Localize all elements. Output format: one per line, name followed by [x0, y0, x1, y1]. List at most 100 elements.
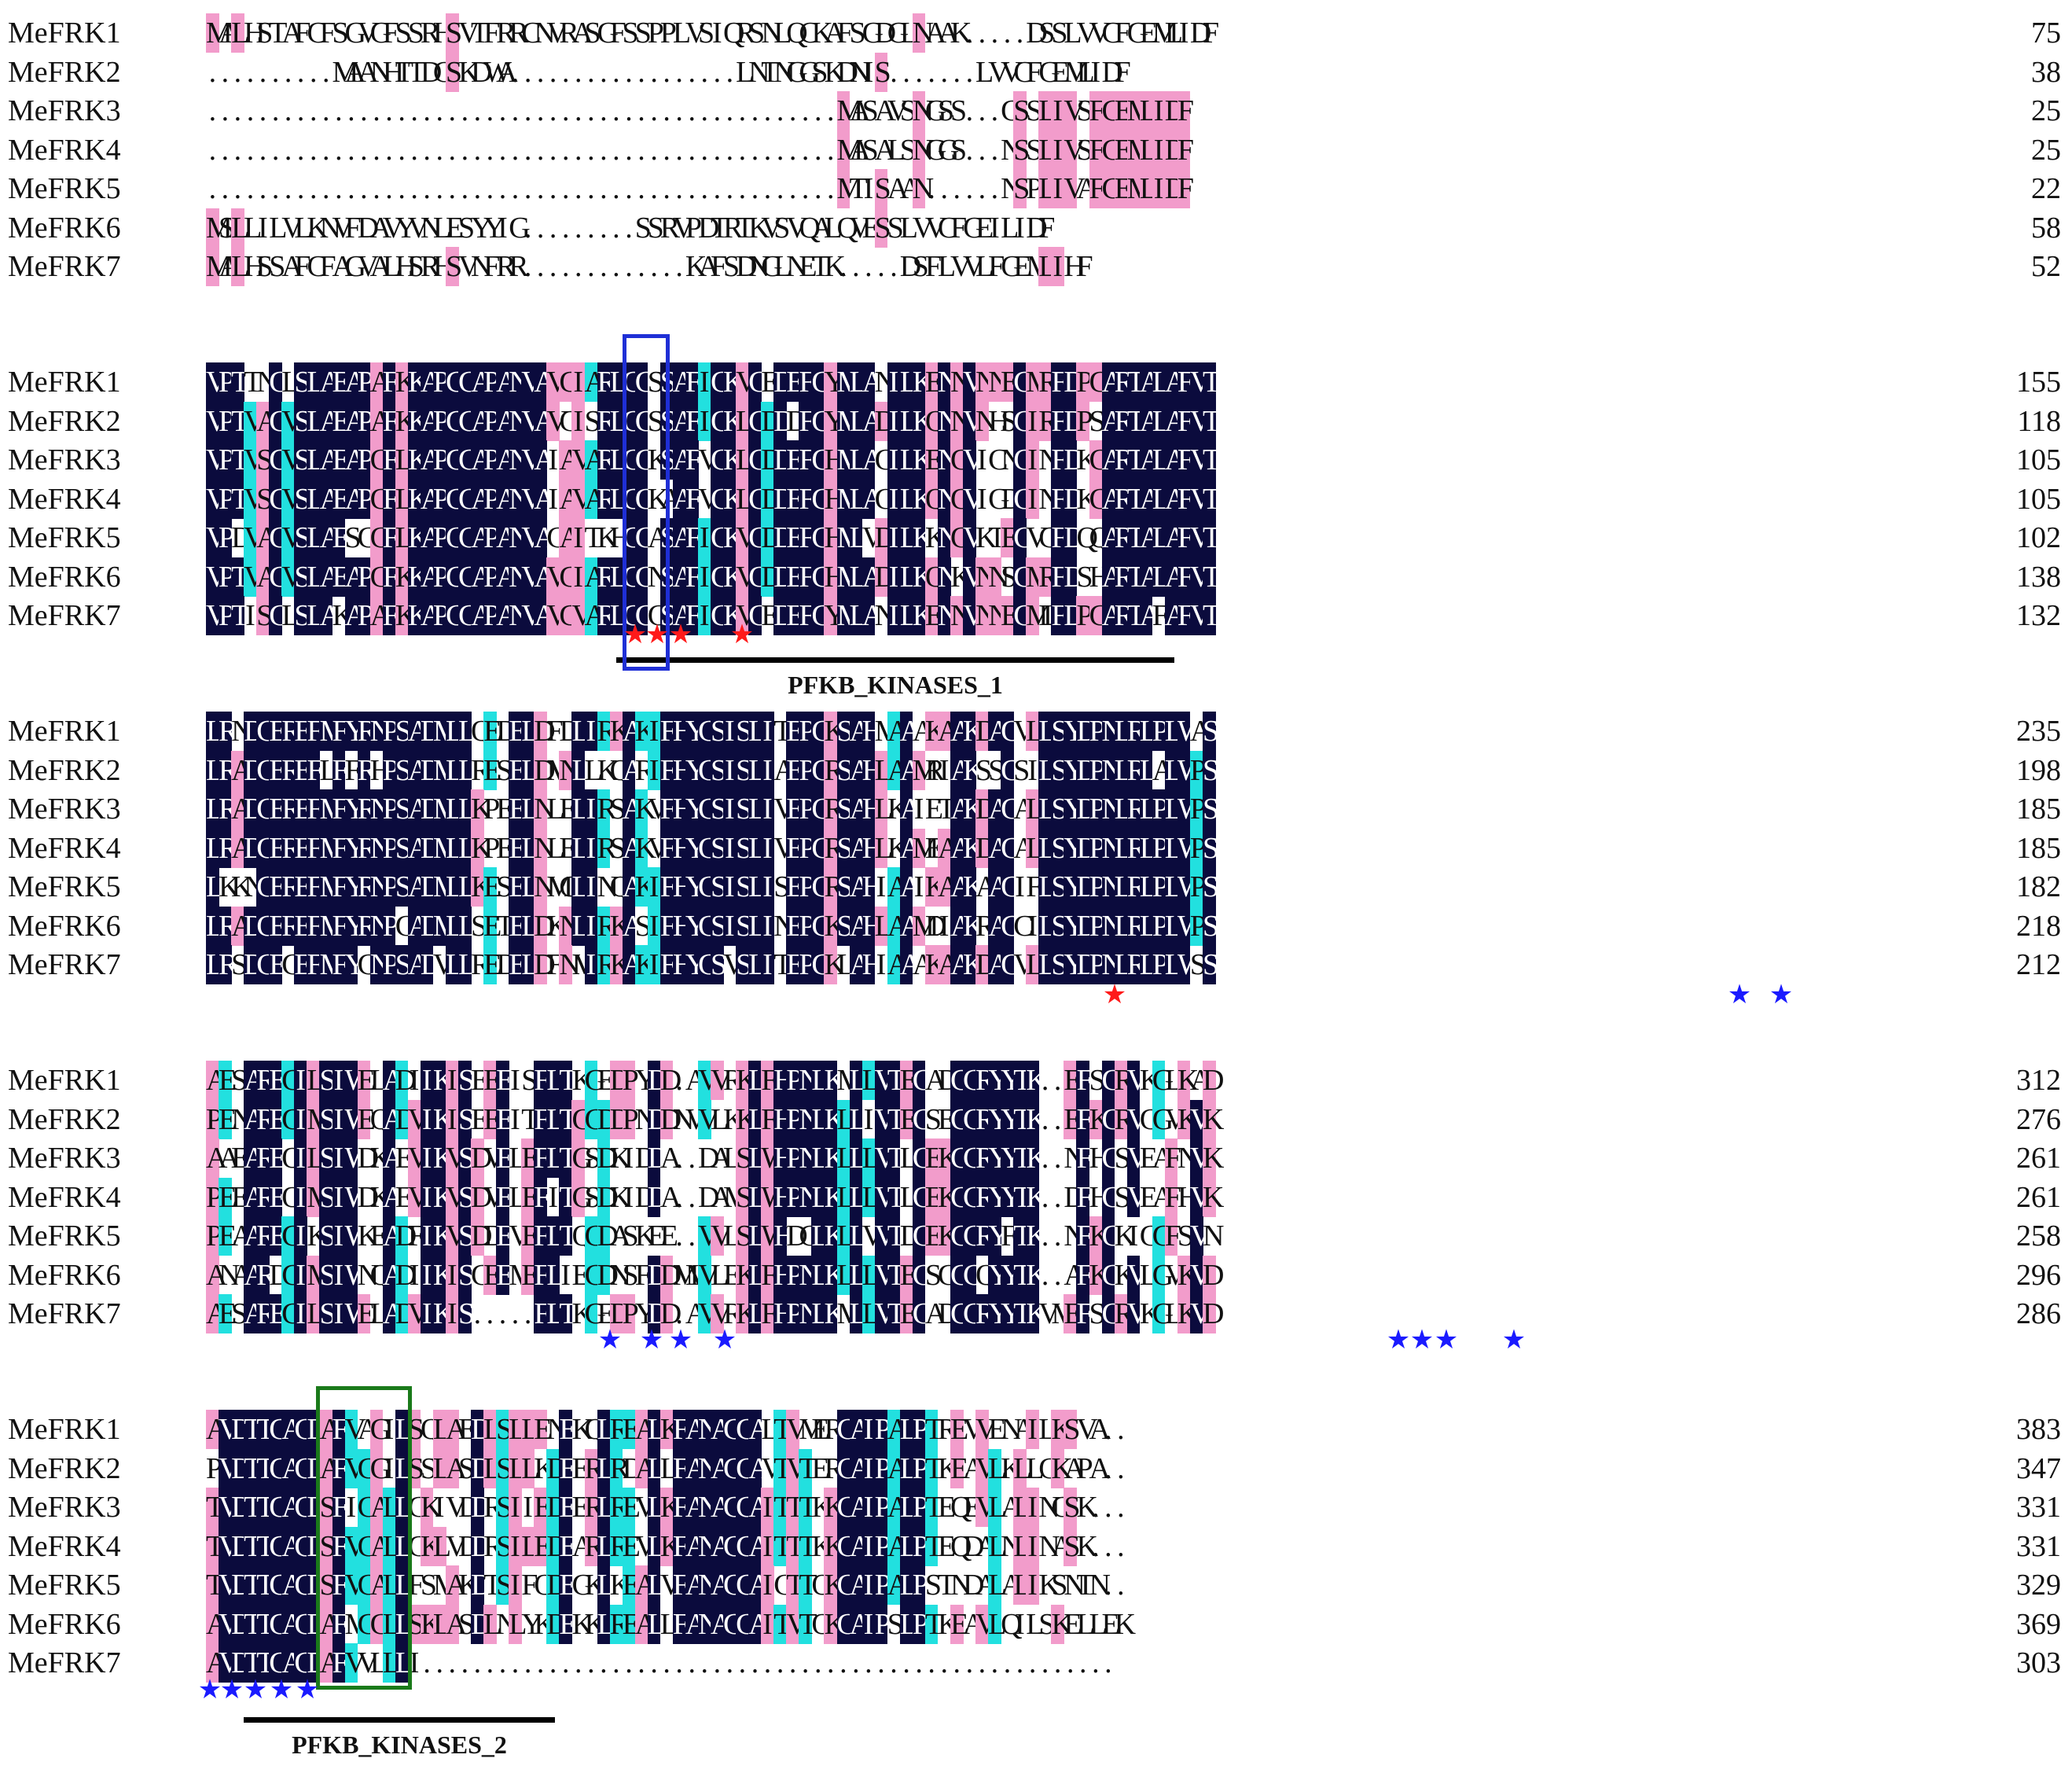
residue-cell: F [659, 750, 677, 790]
residue-cell: K [912, 596, 934, 635]
residue-cell: . [561, 1646, 570, 1679]
residue-cell: D [420, 712, 442, 751]
residue-cell: D [597, 1099, 619, 1139]
residue-cell: G [281, 1255, 303, 1295]
residue-cell: V [736, 518, 758, 557]
residue-cell: K [824, 1488, 846, 1527]
residue-cell: . [536, 55, 545, 89]
residue-cell: A [988, 712, 1010, 751]
residue-cell: L [899, 596, 918, 635]
residue-cell: H [773, 1177, 795, 1217]
residue-cell: T [1126, 596, 1145, 635]
residue-cell: D [736, 250, 758, 283]
residue-cell: F [382, 362, 399, 402]
residue-cell: R [420, 17, 441, 50]
residue-cell: G [811, 596, 833, 635]
residue-cell: E [899, 1099, 918, 1139]
residue-cell: N [634, 1102, 657, 1136]
residue-cell: C [546, 521, 567, 554]
residue-cell: V [711, 1061, 732, 1100]
residue-cell: G [950, 1216, 972, 1256]
residue-cell: T [206, 1526, 224, 1566]
residue-cell: G [269, 1410, 291, 1449]
residue-cell: E [534, 1410, 553, 1449]
residue-cell: L [988, 1488, 1006, 1527]
residue-cell: P [912, 1565, 929, 1605]
residue-cell: A [711, 1604, 732, 1644]
residue-cell: F [332, 789, 349, 829]
residue-cell: K [609, 1180, 632, 1214]
residue-cell: F [534, 1138, 550, 1178]
residue-cell: L [546, 1138, 565, 1178]
residue-cell: L [1076, 55, 1095, 89]
residue-cell: . [208, 55, 217, 89]
residue-cell: P [874, 1448, 891, 1488]
residue-cell: Y [988, 1216, 1010, 1256]
residue-cell: D [647, 1138, 669, 1178]
residue-cell: K [634, 1219, 657, 1253]
residue-cell: V [244, 518, 266, 557]
residue-cell: W [1177, 750, 1206, 790]
residue-cell: G [988, 482, 1010, 516]
sequence-name: MeFRK4 [8, 1529, 121, 1563]
residue-cell: . [776, 1646, 784, 1679]
residue-cell: P [382, 867, 399, 907]
residue-cell: E [1114, 130, 1133, 170]
residue-cell: E [369, 1219, 388, 1253]
residue-cell: S [736, 1177, 752, 1217]
residue-cell: . [978, 17, 986, 50]
residue-cell: I [420, 1294, 434, 1333]
residue-cell: G [1001, 828, 1023, 868]
residue-cell: H [861, 750, 884, 790]
residue-cell: E [811, 1413, 830, 1446]
residue-cell: L [849, 1138, 868, 1178]
residue-cell: G [458, 596, 479, 635]
residue-cell: E [1139, 1180, 1158, 1214]
residue-cell: C [723, 1604, 743, 1644]
residue-cell: . [827, 94, 835, 127]
residue-cell: L [1114, 828, 1133, 868]
residue-cell: G [584, 1216, 606, 1256]
residue-cell: A [887, 1488, 909, 1527]
residue-cell: P [483, 518, 500, 557]
residue-cell: T [1202, 596, 1221, 635]
residue-cell: A [496, 362, 518, 402]
residue-cell: . [776, 94, 784, 127]
residue-cell: E [786, 828, 805, 868]
residue-cell: V [963, 1413, 985, 1446]
residue-cell: L [445, 867, 464, 907]
residue-cell: P [1152, 828, 1169, 868]
residue-cell: D [1202, 1294, 1224, 1333]
residue-cell: V [761, 211, 783, 245]
residue-cell: L [1152, 440, 1170, 480]
residue-cell: . [965, 133, 974, 167]
residue-cell: G [584, 1255, 606, 1295]
residue-cell: L [521, 750, 539, 790]
residue-cell: S [458, 1099, 475, 1139]
residue-position: 331 [2016, 1529, 2061, 1563]
residue-cell: L [748, 1177, 766, 1217]
residue-cell: R [597, 596, 617, 635]
residue-cell: L [546, 1061, 565, 1100]
residue-cell: I [761, 1488, 774, 1527]
residue-cell: L [395, 518, 413, 557]
residue-cell: S [256, 479, 273, 519]
residue-cell: R [824, 1413, 844, 1446]
residue-cell: A [382, 1061, 404, 1100]
residue-cell: T [231, 479, 249, 519]
residue-cell: D [471, 1216, 493, 1256]
residue-cell: L [836, 1099, 855, 1139]
residue-cell: . [625, 250, 633, 283]
residue-cell: . [788, 133, 797, 167]
residue-cell: I [510, 1064, 520, 1097]
residue-cell: L [1089, 1607, 1108, 1641]
residue-cell: A [672, 479, 694, 519]
residue-cell: V [1064, 130, 1086, 170]
residue-cell: N [988, 362, 1010, 402]
residue-cell: R [357, 828, 377, 868]
residue-cell: G [1013, 479, 1035, 519]
residue-cell: D [1164, 169, 1186, 208]
residue-cell: G [1001, 906, 1023, 946]
residue-cell: P [432, 401, 450, 441]
residue-cell: L [445, 712, 464, 751]
